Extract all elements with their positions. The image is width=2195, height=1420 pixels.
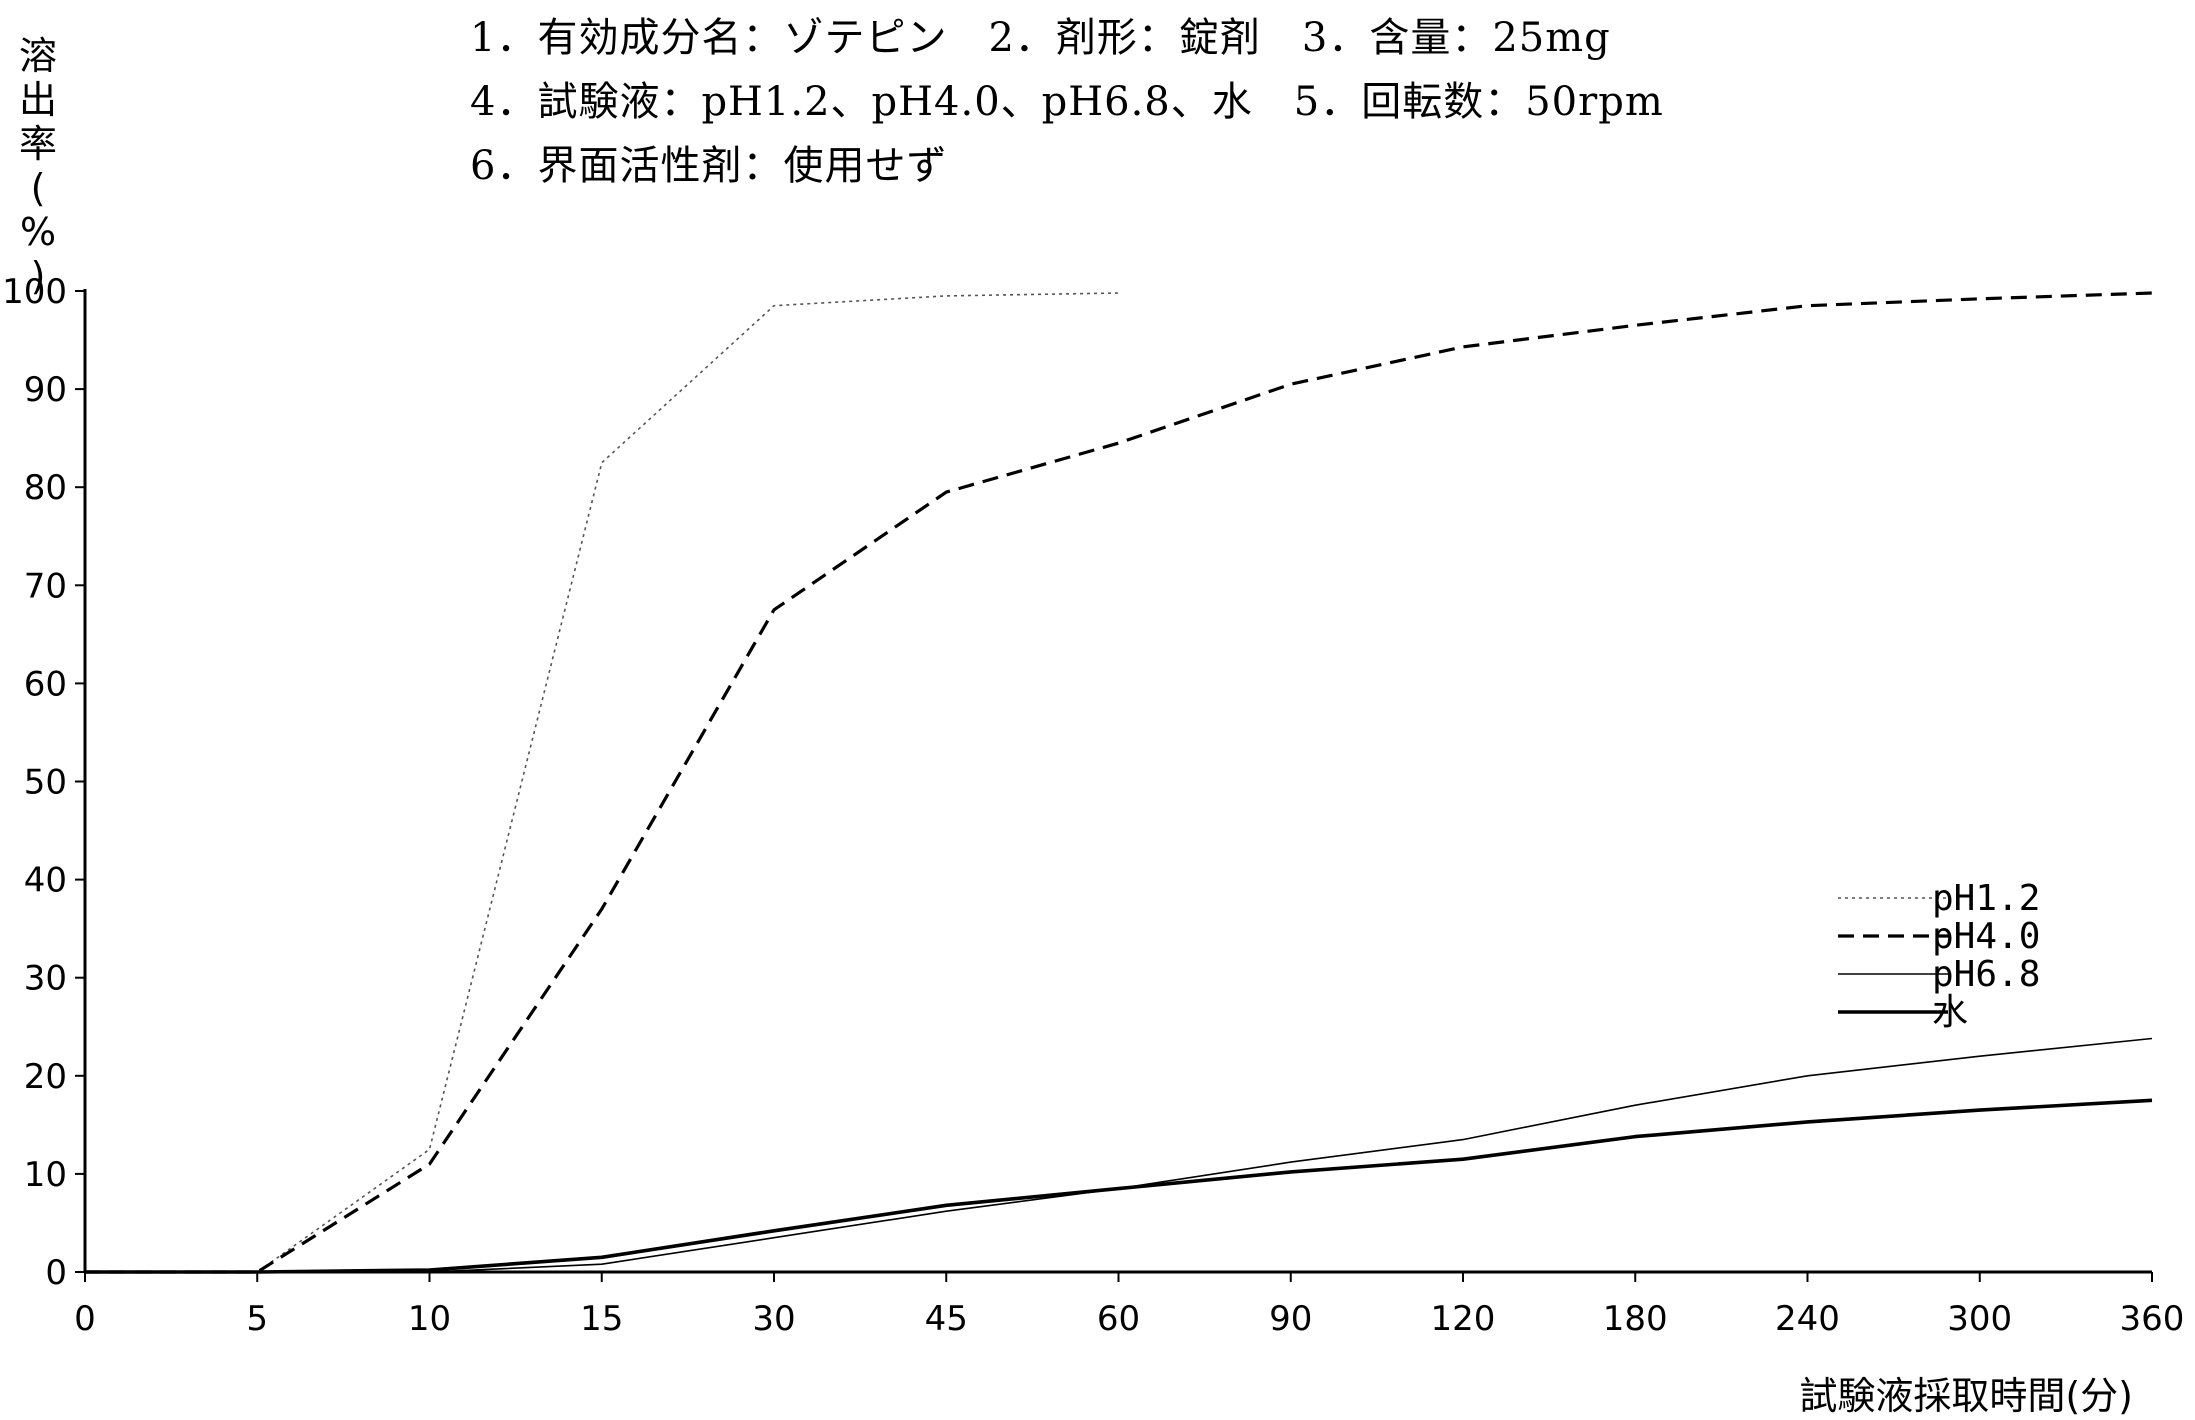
y-axis-label: 溶出率(%) — [10, 34, 66, 298]
y-axis-label-char: ( — [30, 166, 46, 210]
header-line-2: 4．試験液：pH1.2、pH4.0、pH6.8、水 5．回転数：50rpm — [470, 79, 1664, 125]
x-tick-label: 0 — [74, 1299, 96, 1339]
legend-label: pH6.8 — [1932, 954, 2040, 995]
legend-label: pH1.2 — [1932, 878, 2040, 919]
x-tick-label: 180 — [1603, 1299, 1668, 1339]
y-tick-label: 90 — [24, 370, 67, 410]
series-layer — [85, 291, 2153, 1274]
series-line-thick — [85, 1098, 2153, 1274]
y-tick-label: 50 — [24, 763, 67, 803]
x-tick-label: 10 — [408, 1299, 451, 1339]
y-tick-label: 0 — [45, 1253, 67, 1293]
x-axis-label: 試験液採取時間(分) — [1799, 1374, 2133, 1418]
y-axis-label-char: 率 — [18, 122, 57, 166]
y-tick-label: 70 — [24, 566, 67, 606]
x-tick-label: 90 — [1269, 1299, 1312, 1339]
x-tick-label: 45 — [925, 1299, 968, 1339]
y-tick-label: 10 — [24, 1155, 67, 1195]
x-tick-label: 240 — [1775, 1299, 1840, 1339]
series-line-dashed — [85, 291, 2153, 1274]
y-axis-label-char: 出 — [18, 78, 57, 122]
series-line-dotted — [85, 292, 1119, 1273]
legend-label: pH4.0 — [1932, 916, 2040, 957]
x-tick-label: 5 — [246, 1299, 268, 1339]
series-line-thin — [85, 1037, 2153, 1273]
x-tick-label: 300 — [1947, 1299, 2012, 1339]
y-axis-label-char: ) — [30, 254, 46, 298]
y-axis-label-char: % — [19, 210, 57, 254]
y-tick-label: 80 — [24, 468, 67, 508]
y-tick-label: 100 — [2, 272, 67, 312]
header-line-1: 1．有効成分名：ゾテピン 2．剤形：錠剤 3．含量：25mg — [470, 15, 1611, 61]
axes: 0 10 20 30 40 50 60 70 80 90 100 0 5 10 15 30 45 60 90 120 1… — [2, 272, 2184, 1339]
y-tick-label: 20 — [24, 1057, 67, 1097]
y-tick-label: 40 — [24, 861, 67, 901]
chart-header: 1．有効成分名：ゾテピン 2．剤形：錠剤 3．含量：25mg 4．試験液：pH1… — [470, 6, 2170, 198]
x-tick-label: 30 — [752, 1299, 795, 1339]
x-tick-label: 360 — [2120, 1299, 2185, 1339]
y-axis-label-char: 溶 — [18, 34, 57, 78]
x-tick-label: 15 — [580, 1299, 623, 1339]
x-tick-label: 120 — [1431, 1299, 1496, 1339]
y-tick-label: 60 — [24, 664, 67, 704]
header-line-3: 6．界面活性剤：使用せず — [470, 143, 948, 189]
legend-label: 水 — [1932, 992, 1968, 1033]
x-tick-label: 60 — [1097, 1299, 1140, 1339]
y-tick-label: 30 — [24, 959, 67, 999]
